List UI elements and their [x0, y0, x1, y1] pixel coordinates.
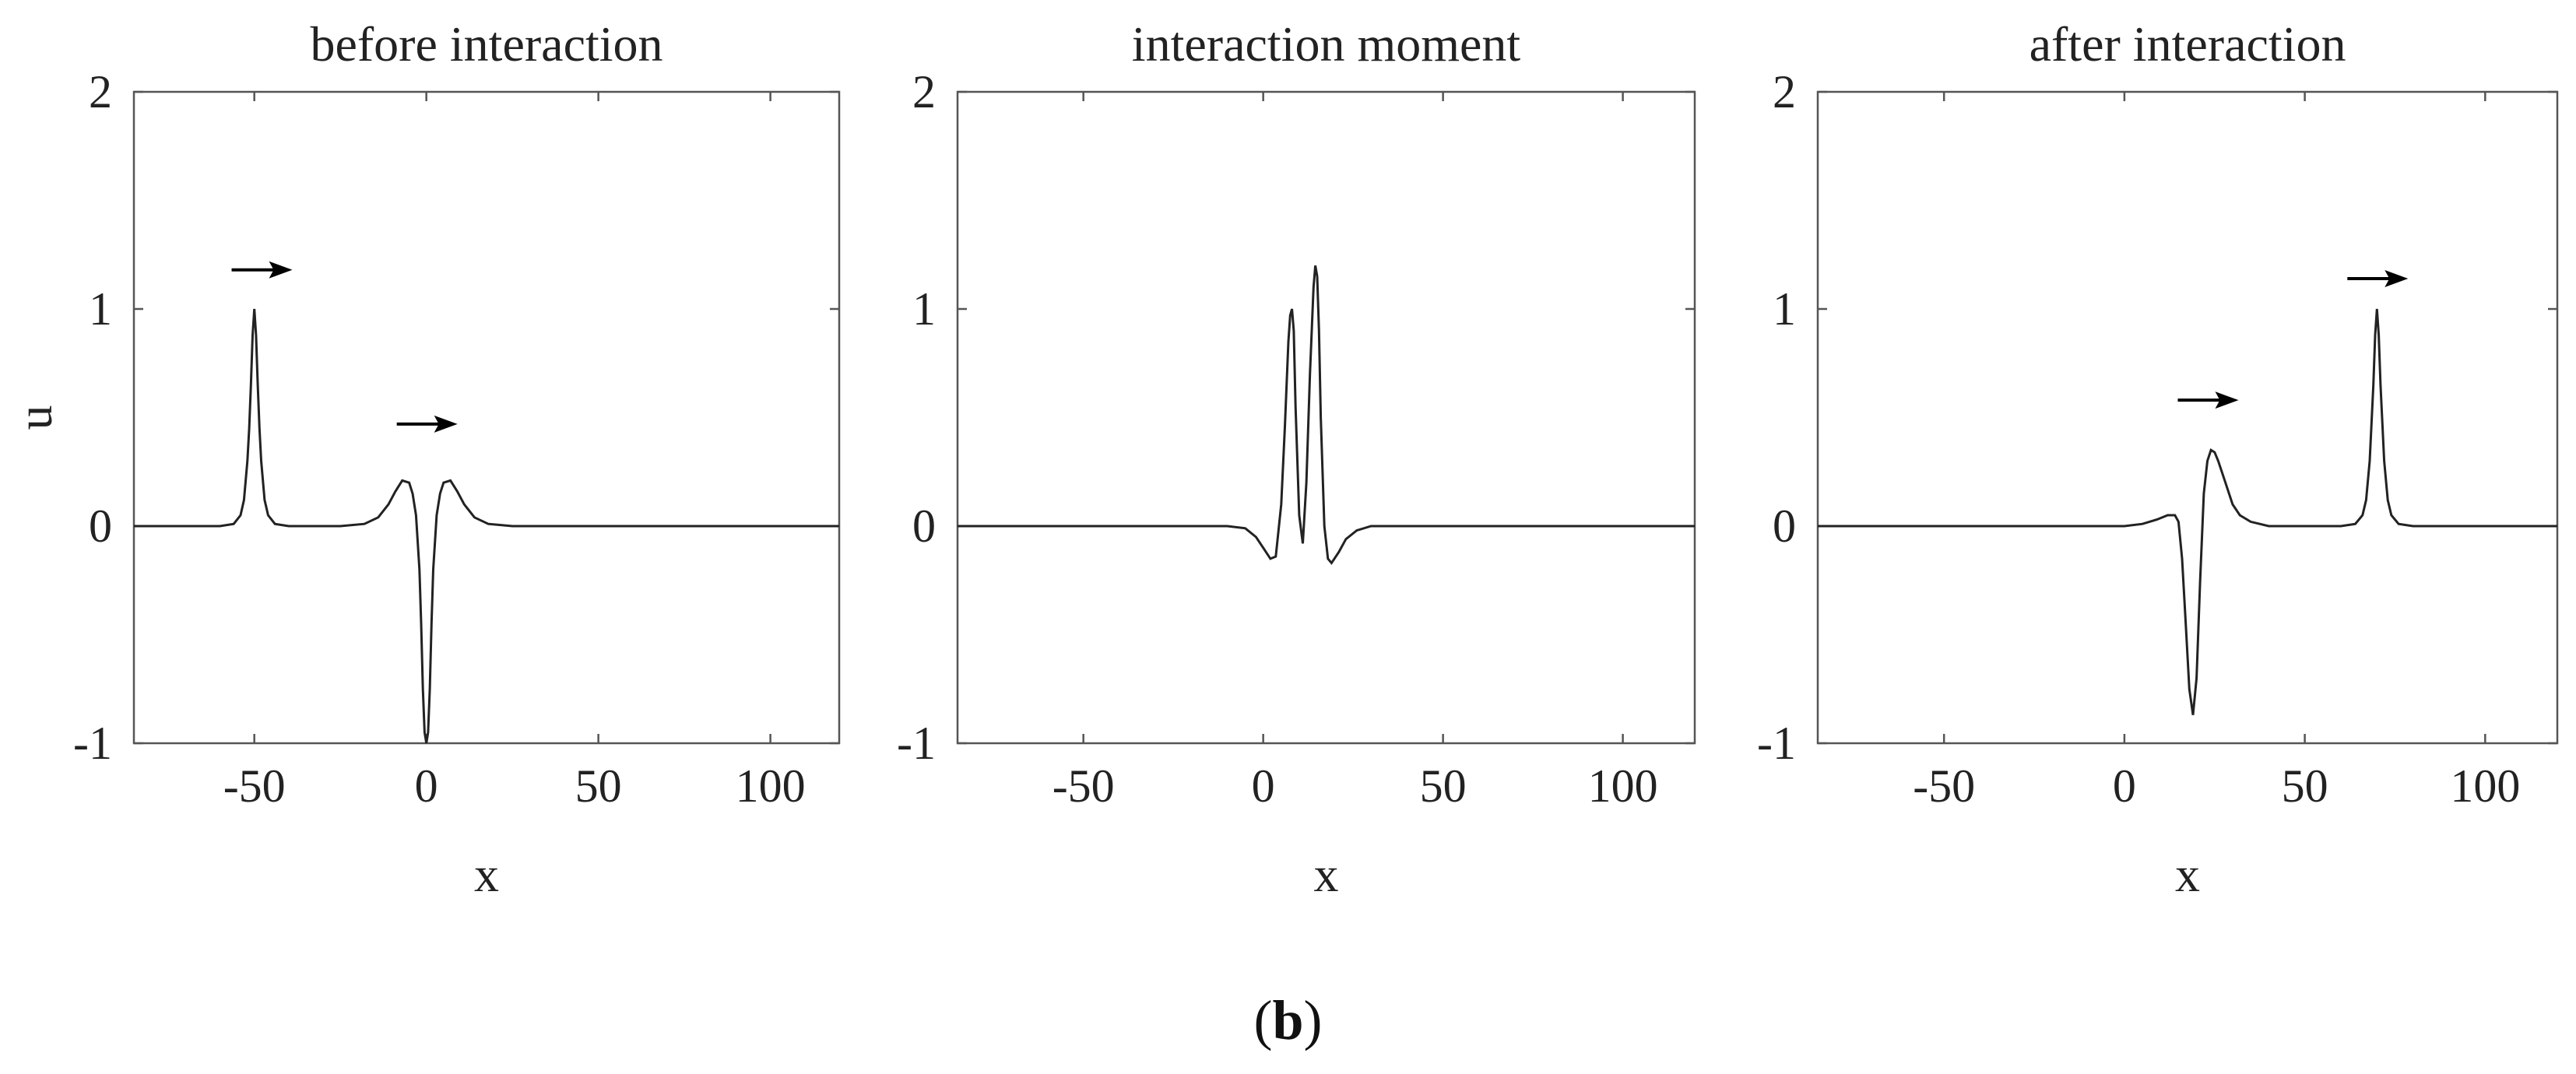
y-tick-label: 1: [1773, 283, 1796, 335]
x-axis-label: x: [2175, 847, 2200, 902]
arrow-right-icon: [396, 415, 458, 433]
x-tick-label: 0: [415, 760, 438, 812]
plot-frame: [1816, 90, 2559, 745]
y-tick-label: 0: [89, 500, 112, 552]
x-tick-label: -50: [223, 760, 286, 812]
x-tick-label: 100: [736, 760, 806, 812]
y-tick-label: -1: [73, 718, 112, 769]
panel-2: interaction moment -50 0 50 100 -1 0 1 2 x: [897, 16, 1696, 902]
y-tick-label: 0: [912, 500, 936, 552]
x-axis-label: x: [1314, 847, 1339, 902]
y-axis-label: u: [7, 405, 62, 430]
plot-frame: [132, 90, 841, 745]
x-tick-label: 100: [2450, 760, 2520, 812]
arrow-right-icon: [231, 261, 293, 279]
x-tick-label: -50: [1913, 760, 1975, 812]
y-tick-label: 0: [1773, 500, 1796, 552]
arrow-right-icon: [2347, 269, 2409, 287]
series-line-1: [134, 308, 839, 744]
x-tick-label: 50: [2282, 760, 2328, 812]
y-tick-label: 2: [89, 66, 112, 118]
x-tick-label: 50: [575, 760, 622, 812]
panel-title: after interaction: [2030, 16, 2346, 72]
x-tick-label: 50: [1420, 760, 1467, 812]
y-tick-label: -1: [897, 718, 936, 769]
y-tick-label: -1: [1757, 718, 1796, 769]
x-tick-label: -50: [1053, 760, 1115, 812]
x-tick-label: 0: [1252, 760, 1275, 812]
figure-caption: (b): [0, 988, 2576, 1053]
panel-title: before interaction: [310, 16, 662, 72]
series-line-1: [1818, 308, 2557, 715]
x-tick-label: 0: [2113, 760, 2136, 812]
plot-frame: [956, 90, 1696, 745]
y-tick-label: 1: [89, 283, 112, 335]
y-tick-label: 1: [912, 283, 936, 335]
panel-title: interaction moment: [1132, 16, 1521, 72]
arrow-right-icon: [2177, 391, 2239, 409]
caption-letter: b: [1272, 989, 1304, 1051]
y-tick-label: 2: [912, 66, 936, 118]
caption-open: (: [1253, 989, 1273, 1051]
panel-3: after interaction -50 0 50 100 -1 0 1 2 x: [1757, 16, 2559, 902]
panel-1: before interaction -50 0 50 100 -1 0 1 2 x u: [7, 16, 841, 902]
x-tick-label: 100: [1588, 760, 1658, 812]
caption-close: ): [1303, 989, 1323, 1051]
series-line-1: [958, 265, 1695, 565]
x-axis-label: x: [474, 847, 499, 902]
y-tick-label: 2: [1773, 66, 1796, 118]
